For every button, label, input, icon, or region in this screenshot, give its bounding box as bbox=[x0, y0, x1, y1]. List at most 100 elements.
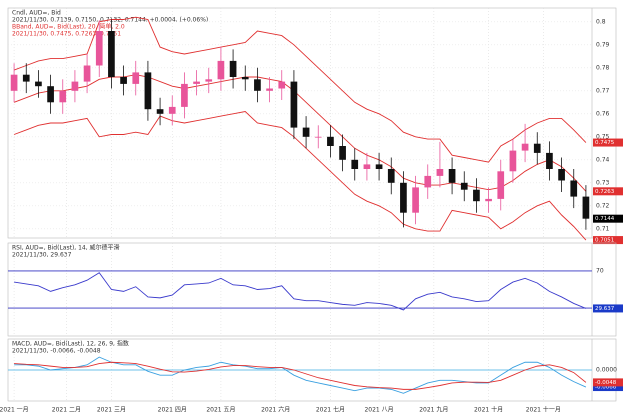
last-value-box bbox=[593, 378, 623, 387]
candle-body bbox=[363, 164, 371, 169]
candle-body bbox=[83, 65, 91, 82]
candle-body bbox=[108, 31, 115, 77]
candle-body bbox=[35, 81, 42, 87]
x-tick-label: 2021 十月 bbox=[474, 406, 503, 414]
candle-body bbox=[71, 81, 79, 91]
panel-frame bbox=[7, 7, 617, 239]
candle-body bbox=[144, 72, 152, 110]
panel-title: MACD, AUD=, Bid(Last), 12, 26, 9, 指数 bbox=[12, 340, 129, 348]
candle-body bbox=[473, 189, 480, 202]
candle-body bbox=[558, 169, 565, 181]
last-lower-box bbox=[593, 236, 623, 245]
candle-body bbox=[59, 90, 67, 103]
candle-body bbox=[375, 164, 383, 169]
x-tick-label: 2021 二月 bbox=[52, 407, 81, 414]
candle-body bbox=[485, 198, 492, 202]
candle-body bbox=[217, 60, 225, 80]
candle-body bbox=[254, 79, 261, 91]
candle-body bbox=[181, 83, 188, 107]
candle-body bbox=[412, 187, 419, 213]
candle-body bbox=[448, 169, 456, 183]
candle-body bbox=[314, 136, 322, 138]
candle-body bbox=[521, 143, 529, 151]
candle-body bbox=[351, 159, 359, 169]
candle-body bbox=[132, 72, 140, 84]
last-lower: 0.7051 bbox=[595, 238, 614, 244]
overlay-name: BBand, AUD=, Bid(Last), 20, 简单, 2.0 bbox=[12, 23, 125, 31]
candle-body bbox=[387, 169, 395, 183]
y-tick-label: 0.78 bbox=[596, 64, 610, 71]
y-tick-label: 0.79 bbox=[596, 41, 610, 48]
candle-body bbox=[460, 182, 468, 190]
candle-body bbox=[533, 143, 541, 153]
x-tick-label: 2021 七月 bbox=[316, 406, 345, 414]
candle-body bbox=[424, 175, 432, 188]
y-tick-label: 0.76 bbox=[596, 110, 610, 117]
panel-frame bbox=[7, 242, 617, 337]
y-tick-label: 0.72 bbox=[596, 202, 610, 209]
y-tick-label: 0.73 bbox=[596, 179, 610, 186]
y-tick-label: 70 bbox=[596, 267, 604, 274]
candle-body bbox=[193, 81, 200, 84]
panel-subtitle: 2021/11/30, 29.637 bbox=[12, 252, 72, 259]
candle-body bbox=[339, 146, 346, 160]
y-tick-label: 0.71 bbox=[596, 225, 610, 232]
candle-body bbox=[47, 86, 54, 103]
series-line bbox=[14, 361, 587, 390]
last-close-box bbox=[593, 214, 623, 223]
x-tick-label: 2021 八月 bbox=[364, 407, 393, 414]
last-value-box bbox=[593, 304, 623, 313]
panel-title: RSI, AUD=, Bid(Last), 14, 威尔德平滑 bbox=[12, 244, 120, 252]
candle-body bbox=[509, 150, 517, 172]
candle-body bbox=[290, 81, 298, 128]
x-tick-label: 2021 十一月 bbox=[526, 406, 561, 414]
x-tick-label: 2021 六月 bbox=[261, 406, 290, 414]
band-upper bbox=[13, 16, 587, 163]
last-value: -0.0048 bbox=[595, 380, 617, 386]
last-upper-box bbox=[593, 138, 623, 147]
x-tick-label: 2021 四月 bbox=[158, 407, 187, 414]
candle-body bbox=[278, 81, 286, 89]
x-tick-label: 2021 一月 bbox=[0, 407, 29, 414]
candle-body bbox=[582, 196, 590, 219]
candle-body bbox=[22, 74, 30, 82]
y-tick-label: 0.0000 bbox=[596, 367, 617, 374]
panel-title: Cndl, AUD=, Bid bbox=[12, 10, 61, 17]
y-tick-label: 0.77 bbox=[596, 87, 610, 94]
candle-body bbox=[327, 136, 334, 146]
candle-body bbox=[400, 182, 407, 213]
last-value-box bbox=[593, 383, 623, 392]
y-tick-label: 0.74 bbox=[596, 156, 610, 163]
candle-body bbox=[229, 60, 237, 77]
last-value: 29.637 bbox=[595, 306, 615, 312]
y-tick-label: 0.75 bbox=[596, 133, 610, 140]
candle-body bbox=[266, 88, 273, 91]
band-middle bbox=[13, 74, 587, 192]
candle-body bbox=[95, 31, 103, 66]
x-tick-label: 2021 三月 bbox=[97, 407, 126, 414]
x-tick-label: 2021 九月 bbox=[419, 406, 448, 414]
x-tick-label: 2021 五月 bbox=[206, 407, 235, 414]
series-line bbox=[14, 272, 587, 311]
candle-body bbox=[546, 152, 553, 169]
last-middle-box bbox=[593, 187, 623, 196]
last-upper: 0.7475 bbox=[595, 140, 615, 146]
candle-body bbox=[497, 171, 505, 199]
panel-subtitle: 2021/11/30, -0.0066, -0.0048 bbox=[12, 348, 101, 355]
candle-body bbox=[168, 106, 176, 114]
candle-body bbox=[436, 169, 444, 176]
candle-body bbox=[156, 109, 164, 114]
last-value: -0.0066 bbox=[595, 385, 617, 391]
last-close: 0.7144 bbox=[595, 216, 615, 222]
series-line bbox=[14, 356, 587, 394]
last-middle: 0.7263 bbox=[595, 189, 615, 195]
candle-body bbox=[570, 180, 578, 197]
overlay-caption: 2021/11/30, 0.7475, 0.7263, 0.7051 bbox=[12, 31, 121, 38]
candle-body bbox=[205, 79, 213, 82]
y-tick-label: 0.8 bbox=[596, 18, 606, 25]
band-lower bbox=[13, 111, 587, 241]
candle-body bbox=[120, 77, 127, 84]
candle-body bbox=[302, 127, 310, 137]
